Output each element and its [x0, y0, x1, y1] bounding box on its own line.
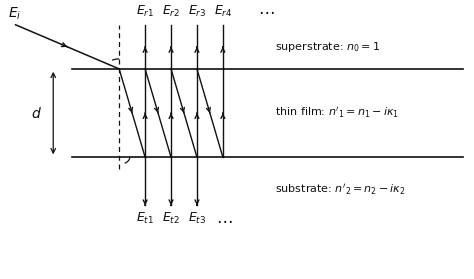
Text: $E_{t3}$: $E_{t3}$ — [188, 211, 206, 227]
Text: $\cdots$: $\cdots$ — [216, 211, 232, 229]
Text: substrate: $n'_2 = n_2 - i\kappa_2$: substrate: $n'_2 = n_2 - i\kappa_2$ — [275, 182, 405, 197]
Text: $E_{r3}$: $E_{r3}$ — [188, 4, 206, 19]
Text: $E_{t1}$: $E_{t1}$ — [136, 211, 154, 227]
Text: $E_i$: $E_i$ — [9, 5, 22, 21]
Text: $E_{t2}$: $E_{t2}$ — [162, 211, 180, 227]
Text: $E_{r2}$: $E_{r2}$ — [162, 4, 180, 19]
Text: $E_{r4}$: $E_{r4}$ — [214, 4, 232, 19]
Text: $d$: $d$ — [31, 105, 42, 121]
Text: $E_{r1}$: $E_{r1}$ — [136, 4, 154, 19]
Text: thin film: $n'_1 = n_1 - i\kappa_1$: thin film: $n'_1 = n_1 - i\kappa_1$ — [275, 106, 399, 121]
Text: superstrate: $n_0 = 1$: superstrate: $n_0 = 1$ — [275, 40, 380, 54]
Text: $\cdots$: $\cdots$ — [258, 2, 275, 20]
